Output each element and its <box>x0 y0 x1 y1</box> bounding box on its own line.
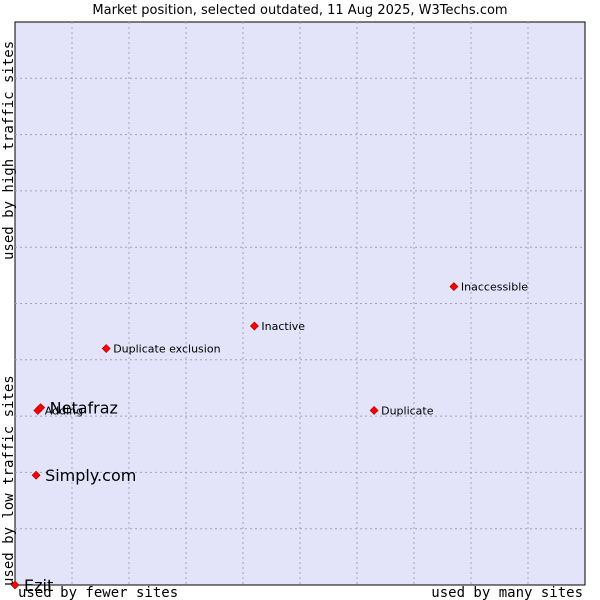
grid-lines <box>15 22 585 585</box>
data-point-marker <box>101 344 111 353</box>
data-point-label: Simply.com <box>45 466 136 485</box>
data-point-marker <box>31 470 41 480</box>
y-axis-label-bottom: used by low traffic sites <box>1 375 17 586</box>
data-points: Inaccessible Inactive Duplicate exclusion D… <box>10 281 528 595</box>
chart-title: Market position, selected outdated, 11 A… <box>92 3 507 18</box>
data-point-marker <box>369 406 379 415</box>
data-point-label: Netafraz <box>50 399 118 418</box>
data-point-label: Inaccessible <box>461 281 528 294</box>
data-point-marker <box>449 282 459 292</box>
data-point-label: Inactive <box>261 320 305 333</box>
data-point-marker <box>249 321 259 331</box>
data-point-marker <box>36 403 46 413</box>
data-point-label: Duplicate <box>381 404 434 417</box>
x-axis-label-left: used by fewer sites <box>18 585 178 600</box>
x-axis-label-right: used by many sites <box>431 585 583 600</box>
data-point-label: Duplicate exclusion <box>113 343 220 356</box>
data-point-label: Adding <box>45 404 83 417</box>
y-axis-label-top: used by high traffic sites <box>1 41 17 260</box>
data-point-marker <box>10 580 20 590</box>
data-point-label: Ezit <box>24 576 53 595</box>
